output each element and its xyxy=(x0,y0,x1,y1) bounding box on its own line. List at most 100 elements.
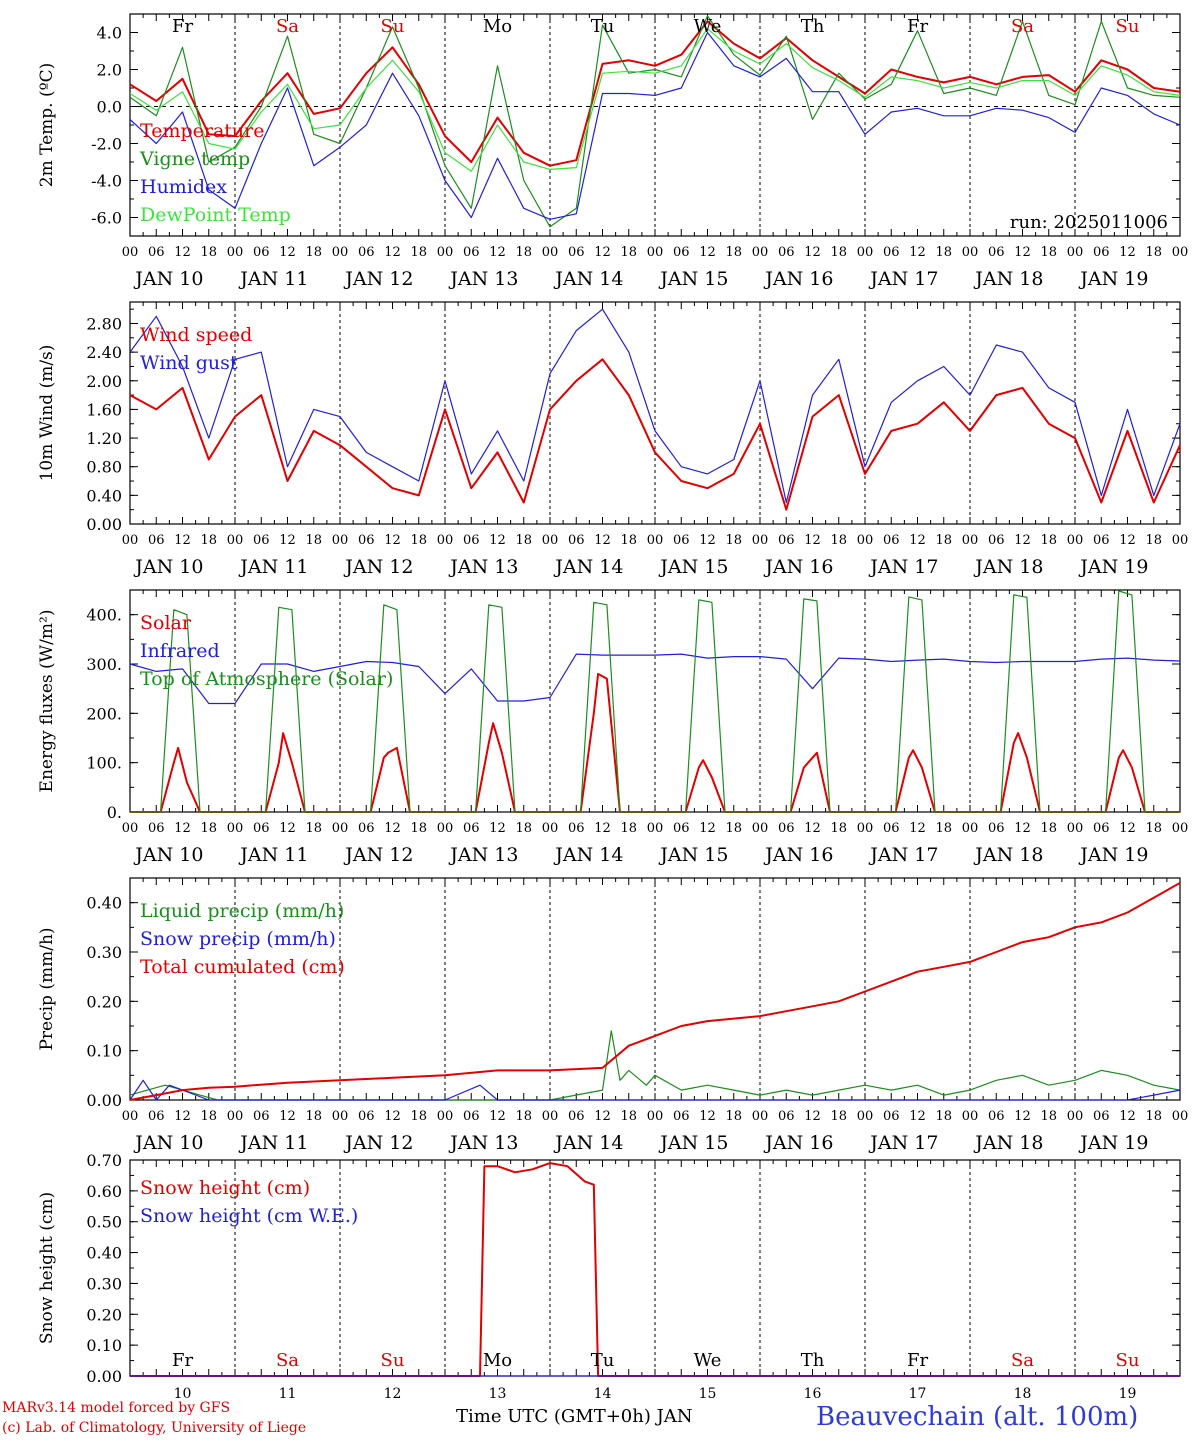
y-tick-label: 0.40 xyxy=(86,1244,122,1263)
hour-label: 06 xyxy=(883,533,900,548)
y-tick-label: 1.60 xyxy=(86,400,122,419)
hour-label: 12 xyxy=(279,821,296,836)
hour-label: 12 xyxy=(1119,1109,1136,1124)
hour-label: 12 xyxy=(594,245,611,260)
hour-label: 00 xyxy=(1067,245,1084,260)
day-label: JAN 16 xyxy=(763,1132,833,1154)
panel-2: 0.00 0.40 0.80 1.20 1.60 2.00 2.40 2.80 10m Wind… xyxy=(37,301,1188,578)
hour-label: 00 xyxy=(647,1109,664,1124)
weekday-label: Fr xyxy=(907,1350,928,1371)
hour-label: 12 xyxy=(489,533,506,548)
hour-label: 18 xyxy=(830,1109,847,1124)
legend-entry: Wind speed xyxy=(140,324,252,346)
hour-label: 00 xyxy=(227,533,244,548)
hour-label: 06 xyxy=(1093,245,1110,260)
day-label: JAN 12 xyxy=(343,556,413,578)
day-number-label: 17 xyxy=(909,1386,927,1402)
day-number-label: 18 xyxy=(1014,1386,1032,1402)
hour-label: 00 xyxy=(332,245,349,260)
hour-label: 00 xyxy=(332,533,349,548)
hour-label: 00 xyxy=(542,245,559,260)
weekday-label: Fr xyxy=(172,16,193,37)
hour-label: 12 xyxy=(384,821,401,836)
x-axis-label: Time UTC (GMT+0h) JAN xyxy=(456,1406,693,1427)
y-tick-label: 0. xyxy=(107,803,122,822)
legend-entry: Infrared xyxy=(140,640,220,662)
y-tick-label: 0.60 xyxy=(86,1182,122,1201)
series-line-2 xyxy=(129,1079,1181,1101)
hour-label: 18 xyxy=(830,245,847,260)
hour-label: 06 xyxy=(568,821,585,836)
y-tick-label: 0.20 xyxy=(86,1305,122,1324)
day-number-label: 13 xyxy=(489,1386,507,1402)
hour-label: 18 xyxy=(410,1109,427,1124)
hour-label: 12 xyxy=(804,821,821,836)
hour-label: 06 xyxy=(463,1109,480,1124)
hour-label: 00 xyxy=(1067,533,1084,548)
hour-label: 00 xyxy=(122,533,139,548)
day-label: JAN 19 xyxy=(1078,1132,1148,1154)
hour-label: 12 xyxy=(909,821,926,836)
y-tick-label: 2.40 xyxy=(86,343,122,362)
hour-label: 12 xyxy=(384,1109,401,1124)
day-label: JAN 19 xyxy=(1078,556,1148,578)
legend-entry: Vigne temp xyxy=(139,148,250,170)
hour-label: 12 xyxy=(174,821,191,836)
legend-entry: DewPoint Temp xyxy=(140,204,291,226)
hour-label: 00 xyxy=(962,533,979,548)
hour-label: 12 xyxy=(804,1109,821,1124)
hour-label: 06 xyxy=(778,821,795,836)
y-tick-label: 0.10 xyxy=(86,1336,122,1355)
hour-label: 06 xyxy=(988,533,1005,548)
hour-label: 18 xyxy=(1145,533,1162,548)
hour-label: 18 xyxy=(935,1109,952,1124)
y-tick-label: 200. xyxy=(86,704,122,723)
hour-label: 12 xyxy=(699,821,716,836)
hour-label: 06 xyxy=(778,533,795,548)
y-tick-label: 2.00 xyxy=(86,372,122,391)
hour-label: 06 xyxy=(1093,1109,1110,1124)
y-tick-label: 400. xyxy=(86,606,122,625)
hour-label: 00 xyxy=(437,533,454,548)
legend-entry: Solar xyxy=(140,612,192,634)
weekday-label: Fr xyxy=(172,1350,193,1371)
hour-label: 06 xyxy=(148,821,165,836)
y-tick-label: 0.00 xyxy=(86,1091,122,1110)
hour-label: 18 xyxy=(620,533,637,548)
hour-label: 06 xyxy=(463,533,480,548)
hour-label: 18 xyxy=(515,821,532,836)
day-label: JAN 14 xyxy=(553,556,623,578)
hour-label: 12 xyxy=(489,245,506,260)
hour-label: 00 xyxy=(1067,821,1084,836)
hour-label: 06 xyxy=(463,245,480,260)
day-label: JAN 18 xyxy=(973,1132,1043,1154)
panel-5: 0.00 0.10 0.20 0.30 0.40 0.50 0.60 0.70 Snow hei… xyxy=(37,1151,1181,1402)
hour-label: 12 xyxy=(489,1109,506,1124)
y-tick-label: 0.00 xyxy=(86,515,122,534)
hour-label: 18 xyxy=(305,1109,322,1124)
run-label: run: 2025011006 xyxy=(1010,212,1168,233)
weekday-label: Mo xyxy=(483,16,512,37)
hour-label: 06 xyxy=(568,245,585,260)
hour-label: 00 xyxy=(752,245,769,260)
y-tick-label: 0.30 xyxy=(86,1274,122,1293)
y-tick-label: 0.50 xyxy=(86,1213,122,1232)
day-label: JAN 11 xyxy=(238,268,308,290)
hour-label: 06 xyxy=(673,533,690,548)
hour-label: 06 xyxy=(358,1109,375,1124)
hour-label: 12 xyxy=(804,245,821,260)
hour-label: 00 xyxy=(332,1109,349,1124)
weekday-label: Tu xyxy=(591,1350,615,1371)
hour-label: 06 xyxy=(778,245,795,260)
legend-entry: Total cumulated (cm) xyxy=(140,956,345,978)
series-line-1 xyxy=(130,1162,1180,1377)
day-label: JAN 12 xyxy=(343,268,413,290)
panel-3: 0. 100. 200. 300. 400. Energy fluxes (W/m²) So… xyxy=(37,589,1188,866)
weekday-label: Su xyxy=(1116,16,1140,37)
weekday-label: We xyxy=(694,16,722,37)
day-label: JAN 16 xyxy=(763,268,833,290)
hour-label: 12 xyxy=(909,245,926,260)
hour-label: 06 xyxy=(253,533,270,548)
hour-label: 00 xyxy=(647,533,664,548)
legend-entry: Liquid precip (mm/h) xyxy=(140,900,344,922)
